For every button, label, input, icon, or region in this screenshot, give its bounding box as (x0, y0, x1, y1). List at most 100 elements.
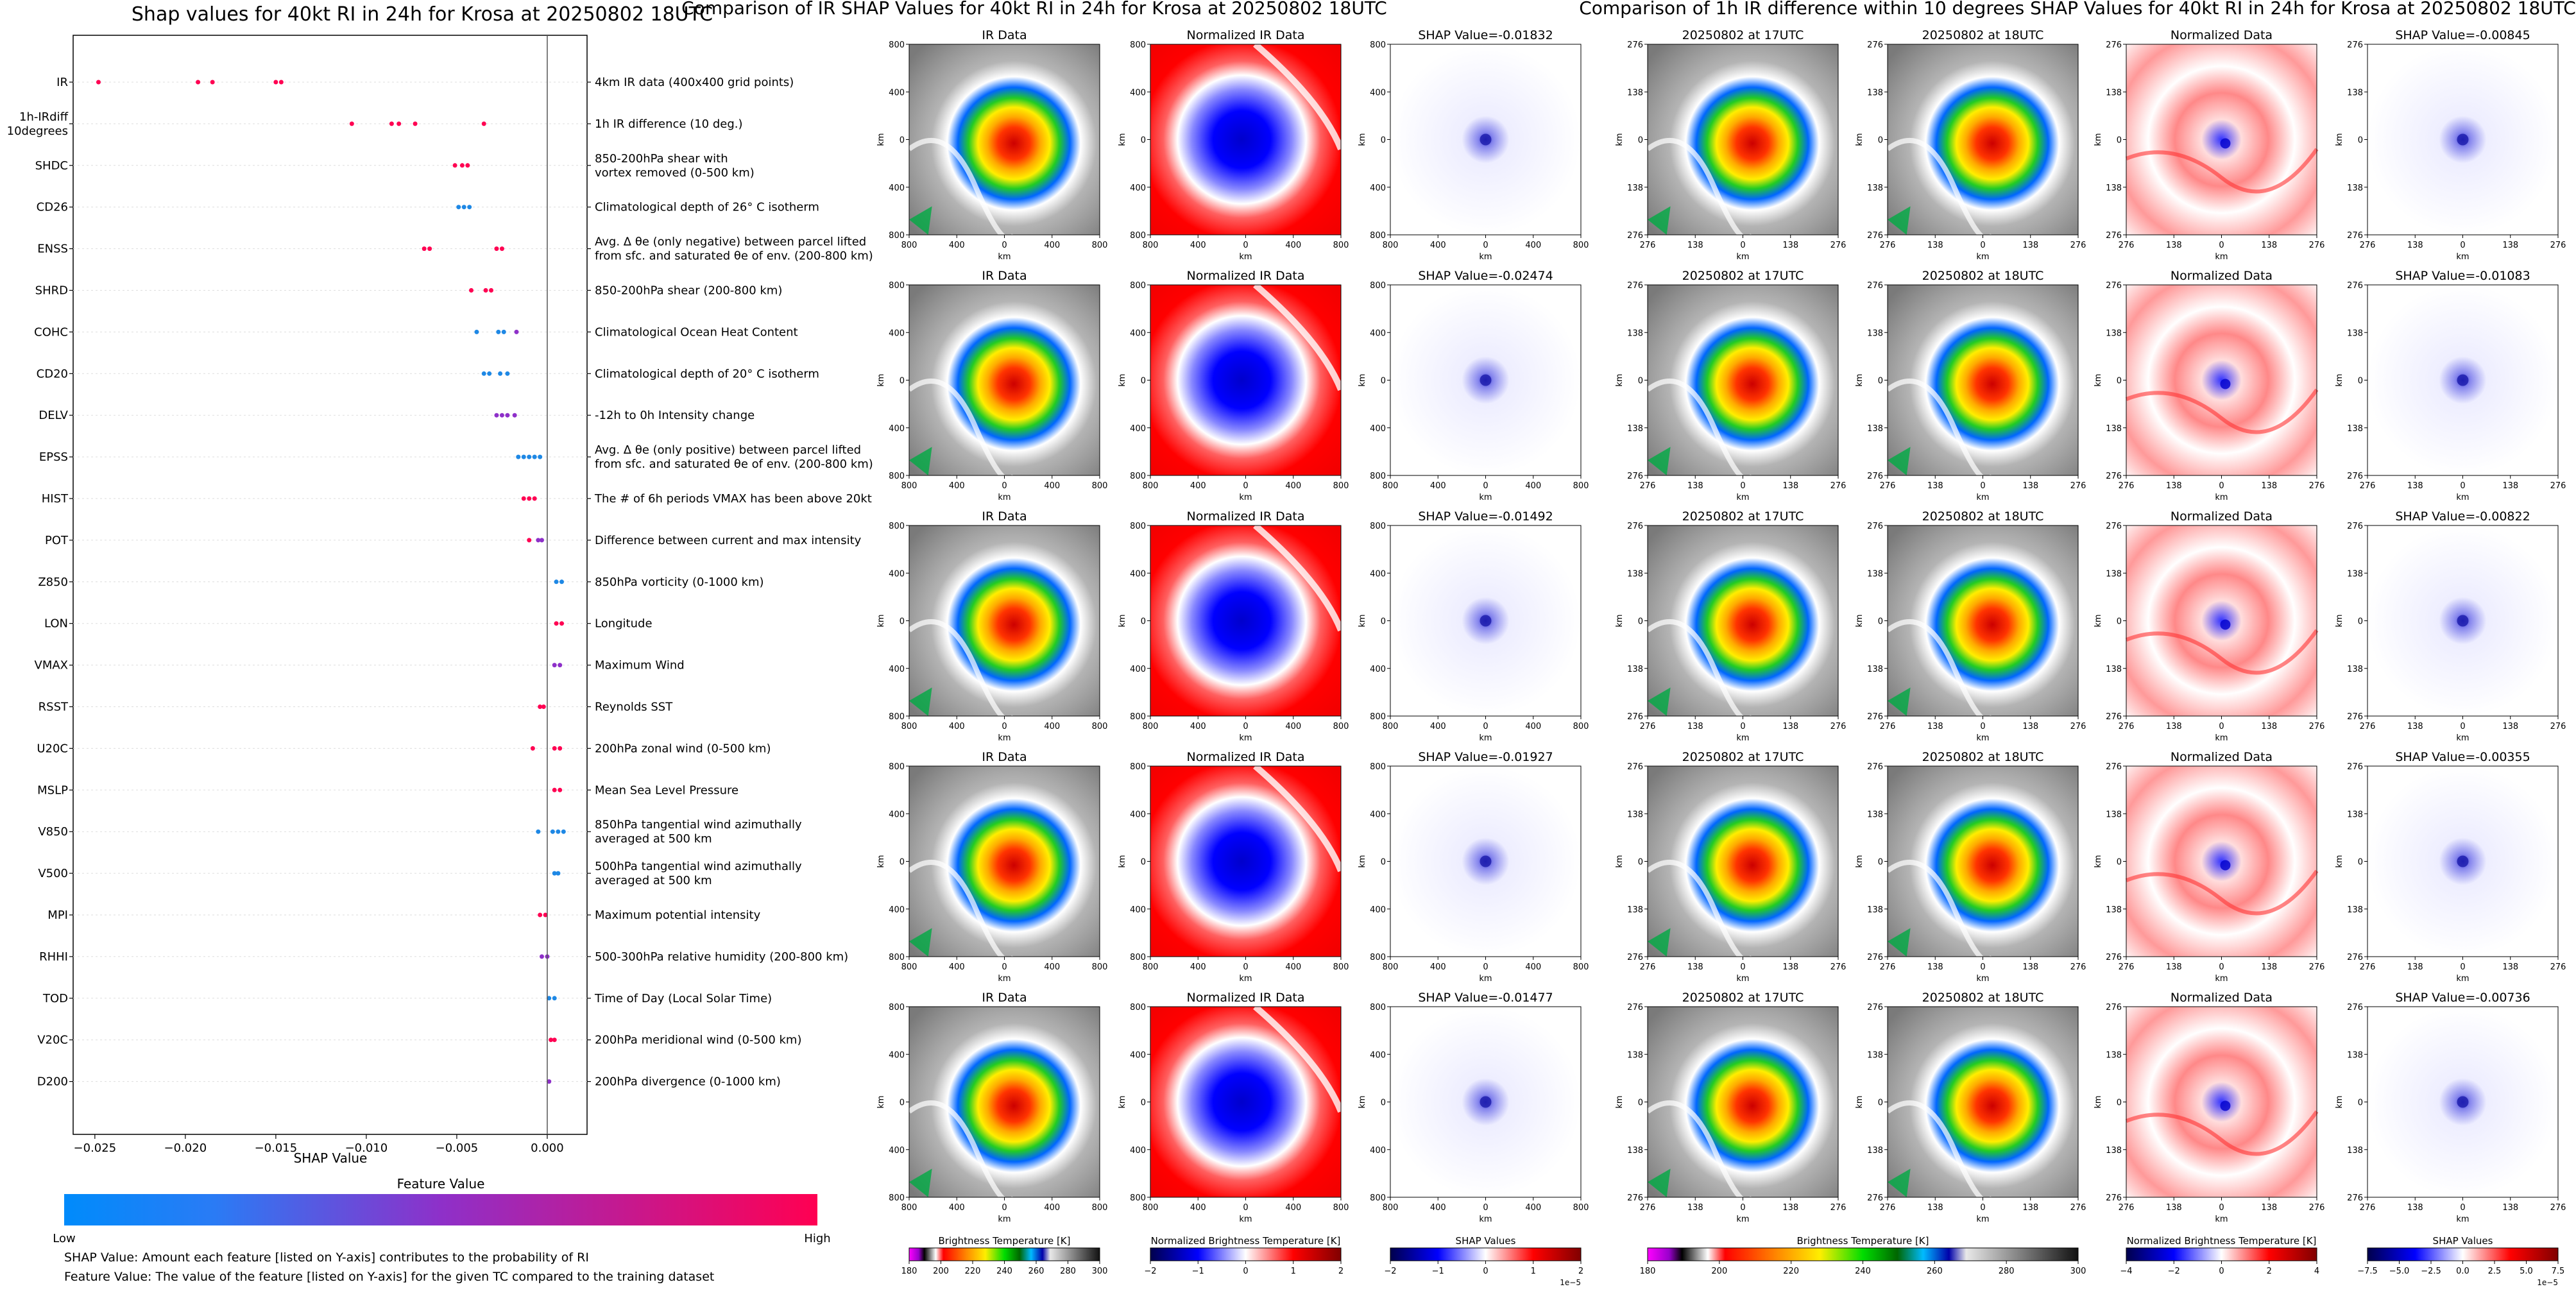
x-axis-label: km (1239, 1215, 1252, 1224)
x-tick-label: 0 (2460, 722, 2465, 731)
panel-title: 20250802 at 18UTC (1922, 509, 2044, 524)
y-tick-label: 0 (900, 377, 905, 386)
colorbar-tick-label: 2 (2267, 1267, 2272, 1276)
y-axis-label: km (1358, 373, 1367, 386)
x-axis-label: km (1736, 733, 1749, 743)
y-tick-label: 400 (1130, 424, 1146, 434)
x-tick-label: −0.015 (255, 1141, 298, 1155)
y-tick-label: 400 (889, 810, 905, 819)
colorbar-tick-label: −2.5 (2421, 1267, 2441, 1276)
heatmap-image (2126, 766, 2317, 957)
y-axis-label: km (1855, 1095, 1864, 1108)
colorbar-label: Brightness Temperature [K] (1797, 1235, 1929, 1247)
panel-title: IR Data (982, 269, 1027, 283)
feature-row: LON Longitude (44, 617, 653, 631)
panel-title: 20250802 at 17UTC (1682, 28, 1804, 42)
y-tick-label: 400 (1370, 905, 1386, 915)
y-tick-label: 800 (889, 1003, 905, 1012)
diff-hotspot (2220, 860, 2231, 871)
shap-hotspot (1480, 374, 1492, 386)
feature-name: HIST (42, 492, 69, 506)
x-tick-label: 800 (1333, 722, 1349, 731)
x-tick-label: 800 (1573, 722, 1589, 731)
y-axis-label: km (876, 373, 886, 386)
shap-point (459, 163, 465, 168)
panel-title: Normalized IR Data (1187, 509, 1305, 524)
feature-description: Difference between current and max inten… (595, 534, 862, 547)
x-tick-label: 0 (1243, 481, 1248, 491)
shap-point (498, 371, 503, 376)
shap-point (558, 787, 563, 792)
feature-name: TOD (42, 992, 68, 1005)
shap-plot-frame (73, 35, 588, 1135)
x-tick-label: 400 (1525, 241, 1541, 250)
y-tick-label: 0 (1638, 136, 1643, 146)
y-tick-label: 276 (2347, 281, 2363, 291)
x-tick-label: 138 (1782, 241, 1798, 250)
feature-row: VMAX Maximum Wind (35, 659, 685, 672)
shap-point (505, 371, 510, 376)
x-tick-label: 400 (1044, 481, 1060, 491)
colorbar-label: SHAP Values (2433, 1235, 2493, 1247)
y-tick-label: 276 (2347, 522, 2363, 531)
y-tick-label: 400 (889, 184, 905, 193)
x-tick-label: 0 (1483, 962, 1488, 972)
shap-point (465, 163, 470, 168)
y-tick-label: 276 (2347, 1003, 2363, 1012)
y-tick-label: 400 (1130, 88, 1146, 98)
feature-row: V20C 200hPa meridional wind (0-500 km) (37, 1034, 801, 1047)
y-axis-label: km (2094, 855, 2103, 867)
cloud-band (1888, 687, 1911, 716)
feature-name: SHRD (35, 284, 68, 298)
x-tick-label: 276 (2309, 1203, 2325, 1213)
x-tick-label: 276 (2119, 962, 2135, 972)
x-tick-label: 0 (1980, 481, 1985, 491)
x-tick-label: 0 (1980, 962, 1985, 972)
feature-row: DELV -12h to 0h Intensity change (38, 409, 755, 422)
y-tick-label: 400 (1130, 329, 1146, 338)
x-tick-label: 276 (2360, 481, 2376, 491)
shap-point (389, 121, 394, 126)
colorbar-tick-label: 1 (1291, 1267, 1296, 1276)
x-tick-label: 276 (2550, 962, 2566, 972)
y-tick-label: 276 (2106, 1003, 2122, 1012)
colorbar-label: SHAP Values (1456, 1235, 1516, 1247)
x-tick-label: 276 (2309, 241, 2325, 250)
y-tick-label: 0 (1141, 858, 1146, 867)
colorbar-label: Normalized Brightness Temperature [K] (2127, 1235, 2317, 1247)
y-axis-label: km (1118, 614, 1127, 627)
y-tick-label: 400 (1130, 569, 1146, 579)
heatmap-image (2126, 525, 2317, 716)
y-tick-label: 800 (889, 472, 905, 481)
y-axis-label: km (876, 855, 886, 867)
panel-title: SHAP Value=-0.01927 (1418, 750, 1553, 764)
x-tick-label: 276 (1880, 1203, 1896, 1213)
shap-point (532, 454, 537, 459)
heatmap-image (909, 525, 1100, 716)
shap-point (543, 912, 548, 918)
y-tick-label: 0 (1878, 377, 1883, 386)
x-tick-label: 400 (1190, 1203, 1206, 1213)
feature-row: IR 4km IR data (400x400 grid points) (56, 76, 794, 89)
y-tick-label: 400 (889, 1146, 905, 1156)
x-tick-label: 800 (1383, 1203, 1399, 1213)
x-tick-label: 400 (1525, 481, 1541, 491)
feature-name: POT (45, 534, 69, 547)
shap-point (538, 912, 543, 918)
shap-point (505, 413, 510, 418)
y-tick-label: 276 (2347, 231, 2363, 241)
y-axis-label: km (1615, 373, 1625, 386)
x-tick-label: 800 (1573, 1203, 1589, 1213)
y-tick-label: 800 (889, 1193, 905, 1203)
x-axis-label: km (1736, 1215, 1749, 1224)
colorbar-tick-label: 280 (1060, 1267, 1076, 1276)
shap-point (512, 413, 517, 418)
colorbar-gradient (1647, 1247, 2079, 1261)
y-tick-label: 800 (1130, 281, 1146, 291)
x-tick-label: 400 (1430, 241, 1446, 250)
shap-point (487, 371, 492, 376)
y-tick-label: 138 (2106, 665, 2122, 674)
